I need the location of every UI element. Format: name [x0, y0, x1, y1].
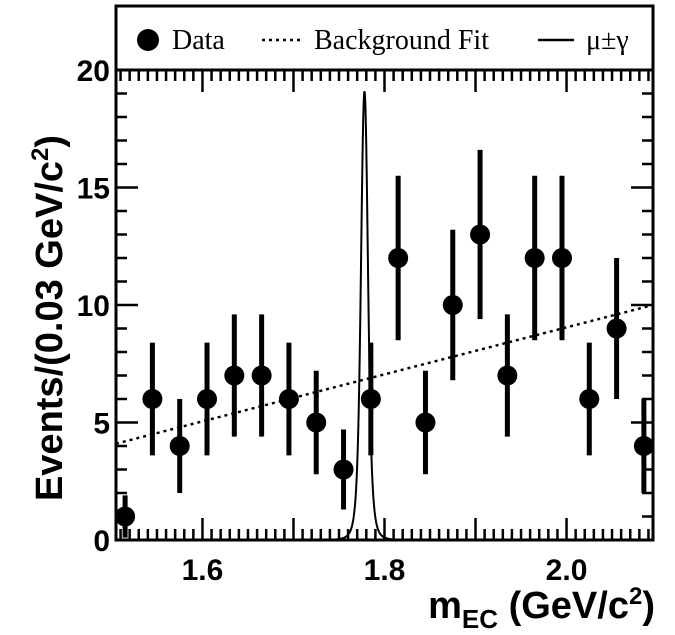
x-axis-title: mEC (GeV/c2) [428, 583, 655, 634]
y-tick-label: 20 [77, 55, 110, 88]
y-tick-label: 15 [77, 173, 110, 206]
data-point [470, 224, 491, 245]
data-point [606, 318, 627, 339]
x-tick-label: 1.6 [182, 554, 224, 587]
x-tick-label: 1.8 [364, 554, 406, 587]
background-fit-line [115, 303, 654, 445]
x-axis-ticks: 1.6 1.8 2.0 [119, 70, 650, 587]
data-point [497, 365, 518, 386]
data-point [224, 365, 245, 386]
data-point [388, 248, 409, 268]
data-point [360, 389, 381, 409]
legend-label-data: Data [172, 25, 225, 56]
data-point [551, 248, 572, 268]
data-point [278, 389, 299, 409]
legend-box [114, 4, 655, 72]
data-point [306, 412, 327, 433]
plot-area [115, 91, 654, 541]
y-tick-label: 5 [93, 408, 110, 441]
legend-marker-data [137, 29, 159, 51]
data-point [415, 412, 436, 433]
data-point [442, 295, 463, 315]
legend: Data Background Fit μ±γ [114, 4, 655, 72]
plot-frame [114, 68, 655, 542]
data-point [251, 365, 272, 386]
legend-label-signal: μ±γ [586, 25, 629, 56]
data-point [579, 389, 600, 409]
y-tick-label: 10 [77, 290, 110, 323]
legend-label-background: Background Fit [314, 25, 489, 56]
data-point [524, 248, 545, 268]
x-tick-label: 2.0 [546, 554, 588, 587]
y-axis-title: Events/(0.03 GeV/c2) [27, 135, 71, 501]
data-point [169, 436, 190, 456]
data-point [333, 459, 354, 480]
y-tick-label: 0 [93, 525, 110, 558]
y-axis-ticks: 0 5 10 15 20 [77, 55, 653, 558]
data-point [142, 389, 163, 409]
data-point [197, 389, 218, 409]
